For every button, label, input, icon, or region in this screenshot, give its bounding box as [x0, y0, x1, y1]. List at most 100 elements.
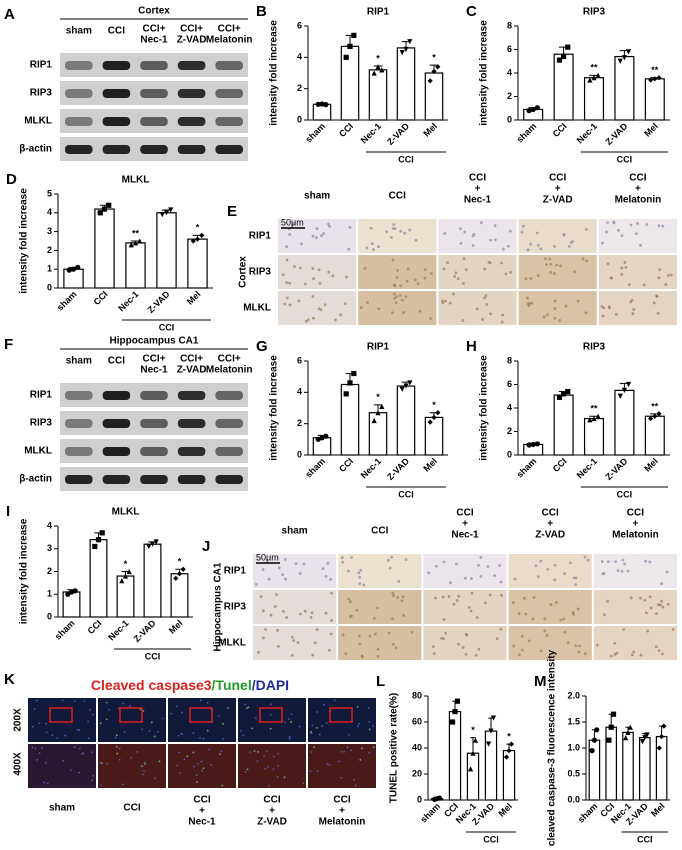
nucleus [354, 784, 357, 787]
data-point [470, 750, 476, 756]
cell [359, 568, 363, 572]
nucleus [372, 725, 374, 727]
data-point [168, 207, 174, 213]
band [65, 419, 93, 428]
data-point [190, 238, 196, 244]
cell [661, 224, 665, 228]
cell [488, 593, 492, 597]
nucleus [276, 775, 279, 778]
nucleus [247, 706, 250, 709]
y-tick-label: 4 [507, 67, 512, 77]
cell [483, 267, 487, 271]
data-point [126, 568, 132, 575]
nucleus [69, 769, 72, 772]
row-label: MLKL [243, 303, 271, 314]
cell [288, 281, 292, 285]
y-tick-label: 4 [47, 520, 52, 530]
magnification: 400X [13, 752, 24, 776]
nucleus [340, 776, 343, 779]
cell [475, 307, 479, 311]
data-point [379, 67, 385, 73]
cell [664, 283, 668, 286]
bar [655, 735, 668, 801]
micrograph [593, 590, 677, 624]
cell [395, 295, 399, 299]
cell [583, 652, 587, 656]
cell [603, 613, 606, 617]
group-label: CCI [145, 651, 161, 661]
column-label: Melatonin [612, 530, 659, 541]
nucleus [177, 734, 180, 737]
cell [652, 301, 656, 305]
cell [355, 608, 359, 612]
nucleus [333, 699, 336, 702]
data-point [595, 72, 601, 78]
cell [628, 283, 631, 286]
scale-label: 50μm [281, 217, 304, 227]
nucleus [249, 751, 252, 753]
y-tick-label: 0 [417, 794, 422, 804]
cell [285, 281, 288, 285]
data-point [403, 46, 409, 53]
nucleus [82, 752, 85, 755]
nucleus [150, 721, 153, 724]
y-tick-label: 2 [47, 245, 52, 255]
data-point [508, 741, 515, 747]
column-label: + [475, 184, 481, 195]
nucleus [254, 717, 257, 720]
x-tick-label: CCI [337, 121, 355, 139]
cell [536, 575, 540, 579]
micrograph [593, 626, 677, 660]
micrograph [438, 255, 517, 289]
cell [462, 257, 466, 261]
column-label: CCI [549, 173, 566, 184]
cell [459, 242, 463, 245]
cell [602, 306, 606, 310]
cell [559, 618, 563, 622]
panel-letter: B [256, 3, 267, 20]
micrograph [253, 590, 337, 624]
cell [281, 573, 285, 577]
y-tick-label: 6 [507, 379, 512, 389]
data-point [427, 419, 433, 425]
data-point [661, 723, 667, 729]
band [140, 475, 168, 484]
column-label: Nec-1 [188, 817, 216, 828]
nucleus [264, 767, 267, 770]
cell [329, 577, 332, 581]
cell [564, 304, 568, 308]
nucleus [78, 771, 81, 774]
nucleus [175, 705, 178, 708]
nucleus [272, 768, 275, 771]
lane-label: CCI+ [218, 24, 241, 35]
cell [471, 244, 475, 247]
cell [464, 632, 468, 636]
column-label: + [635, 184, 641, 195]
x-tick-label: Mel [642, 121, 660, 139]
nucleus [368, 728, 371, 731]
cell [558, 264, 562, 268]
data-point [407, 380, 413, 386]
cell [261, 568, 265, 571]
band [177, 391, 206, 400]
y-tick-label: 4 [297, 387, 302, 397]
cell [671, 628, 675, 631]
micrograph [593, 554, 677, 588]
data-point [490, 715, 497, 721]
cell [639, 243, 642, 247]
cell [489, 312, 493, 316]
blot-title: Cortex [138, 6, 170, 17]
data-point [488, 728, 494, 734]
column-label: sham [49, 803, 75, 814]
cell [501, 313, 505, 317]
cell [614, 312, 618, 316]
nucleus [141, 773, 144, 776]
bar [170, 573, 189, 618]
cell [534, 564, 538, 568]
cell [606, 262, 610, 266]
fluor-image [238, 698, 306, 742]
cell [461, 319, 465, 322]
data-point [347, 380, 353, 386]
cell [606, 560, 610, 564]
bar [116, 575, 135, 618]
